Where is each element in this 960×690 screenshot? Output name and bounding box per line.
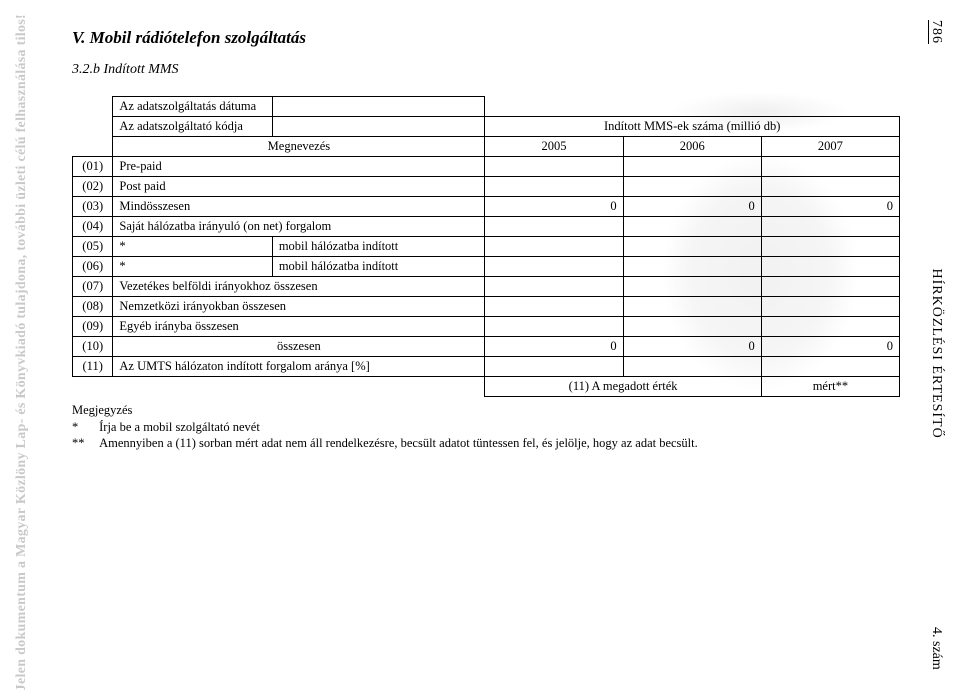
cell (761, 357, 899, 377)
row-idx: (10) (73, 337, 113, 357)
row-idx: (05) (73, 237, 113, 257)
cell: 0 (761, 337, 899, 357)
section-heading: V. Mobil rádiótelefon szolgáltatás (72, 28, 900, 48)
row-idx: (01) (73, 157, 113, 177)
table-row: (09) Egyéb irányba összesen (73, 317, 900, 337)
cell (485, 237, 623, 257)
header-row: Megnevezés 2005 2006 2007 (73, 137, 900, 157)
page-content: V. Mobil rádiótelefon szolgáltatás 3.2.b… (0, 0, 960, 690)
row-label: Saját hálózatba irányuló (on net) forgal… (113, 217, 485, 237)
table-row: (02) Post paid (73, 177, 900, 197)
cell: 0 (485, 337, 623, 357)
row-label: Az UMTS hálózaton indított forgalom arán… (113, 357, 485, 377)
cell (761, 277, 899, 297)
group-header: Indított MMS-ek száma (millió db) (485, 117, 900, 137)
cell (623, 297, 761, 317)
row-idx: (03) (73, 197, 113, 217)
cell (623, 157, 761, 177)
table-row: (06) * mobil hálózatba indított (73, 257, 900, 277)
row-idx: (06) (73, 257, 113, 277)
cell (623, 237, 761, 257)
meta-date-label: Az adatszolgáltatás dátuma (113, 97, 272, 117)
col-2006: 2006 (623, 137, 761, 157)
note-star: * (72, 420, 96, 435)
row-label: Egyéb irányba összesen (113, 317, 485, 337)
cell (623, 177, 761, 197)
cell (623, 257, 761, 277)
note-text: Írja be a mobil szolgáltató nevét (99, 420, 260, 435)
cell: 0 (761, 197, 899, 217)
row-idx: (11) (73, 357, 113, 377)
meta-code-cell (272, 117, 485, 137)
note-text: Amennyiben a (11) sorban mért adat nem á… (99, 436, 698, 451)
row-label: Post paid (113, 177, 485, 197)
data-table: Az adatszolgáltatás dátuma Az adatszolgá… (72, 96, 900, 397)
table-row: (05) * mobil hálózatba indított (73, 237, 900, 257)
section-subheading: 3.2.b Indított MMS (72, 62, 900, 78)
cell (761, 257, 899, 277)
notes-block: Megjegyzés * Írja be a mobil szolgáltató… (72, 403, 900, 451)
cell (485, 317, 623, 337)
cell (623, 357, 761, 377)
cell (485, 297, 623, 317)
cell: 0 (623, 337, 761, 357)
row-idx: (07) (73, 277, 113, 297)
table-row: (03) Mindösszesen 0 0 0 (73, 197, 900, 217)
row-label: összesen (113, 337, 485, 357)
cell (623, 317, 761, 337)
table-row: (08) Nemzetközi irányokban összesen (73, 297, 900, 317)
row-label: Vezetékes belföldi irányokhoz összesen (113, 277, 485, 297)
footer-row: (11) A megadott érték mért** (73, 377, 900, 397)
meta-code-label: Az adatszolgáltató kódja (113, 117, 272, 137)
cell (623, 277, 761, 297)
row-star: * (113, 237, 272, 257)
row-idx: (08) (73, 297, 113, 317)
footer-value: mért** (761, 377, 899, 397)
cell (485, 217, 623, 237)
notes-header: Megjegyzés (72, 403, 900, 418)
note-row: ** Amennyiben a (11) sorban mért adat ne… (72, 436, 900, 451)
cell (485, 157, 623, 177)
table-row: (04) Saját hálózatba irányuló (on net) f… (73, 217, 900, 237)
note-star: ** (72, 436, 96, 451)
meta-row-date: Az adatszolgáltatás dátuma (73, 97, 900, 117)
meta-date-cell (272, 97, 485, 117)
cell (761, 157, 899, 177)
row-suffix: mobil hálózatba indított (272, 237, 485, 257)
cell (485, 277, 623, 297)
row-suffix: mobil hálózatba indított (272, 257, 485, 277)
cell: 0 (623, 197, 761, 217)
row-idx: (09) (73, 317, 113, 337)
col-2007: 2007 (761, 137, 899, 157)
cell (485, 177, 623, 197)
table-row: (07) Vezetékes belföldi irányokhoz össze… (73, 277, 900, 297)
cell (485, 257, 623, 277)
cell: 0 (485, 197, 623, 217)
row-label: Mindösszesen (113, 197, 485, 217)
row-star: * (113, 257, 272, 277)
cell (761, 297, 899, 317)
col-megnevezes: Megnevezés (113, 137, 485, 157)
note-row: * Írja be a mobil szolgáltató nevét (72, 420, 900, 435)
cell (761, 317, 899, 337)
cell (623, 217, 761, 237)
table-row: (11) Az UMTS hálózaton indított forgalom… (73, 357, 900, 377)
row-label: Pre-paid (113, 157, 485, 177)
row-label: Nemzetközi irányokban összesen (113, 297, 485, 317)
meta-row-code: Az adatszolgáltató kódja Indított MMS-ek… (73, 117, 900, 137)
cell (485, 357, 623, 377)
footer-label: (11) A megadott érték (485, 377, 761, 397)
row-idx: (04) (73, 217, 113, 237)
table-row: (10) összesen 0 0 0 (73, 337, 900, 357)
row-idx: (02) (73, 177, 113, 197)
table-row: (01) Pre-paid (73, 157, 900, 177)
col-2005: 2005 (485, 137, 623, 157)
cell (761, 237, 899, 257)
cell (761, 177, 899, 197)
cell (761, 217, 899, 237)
